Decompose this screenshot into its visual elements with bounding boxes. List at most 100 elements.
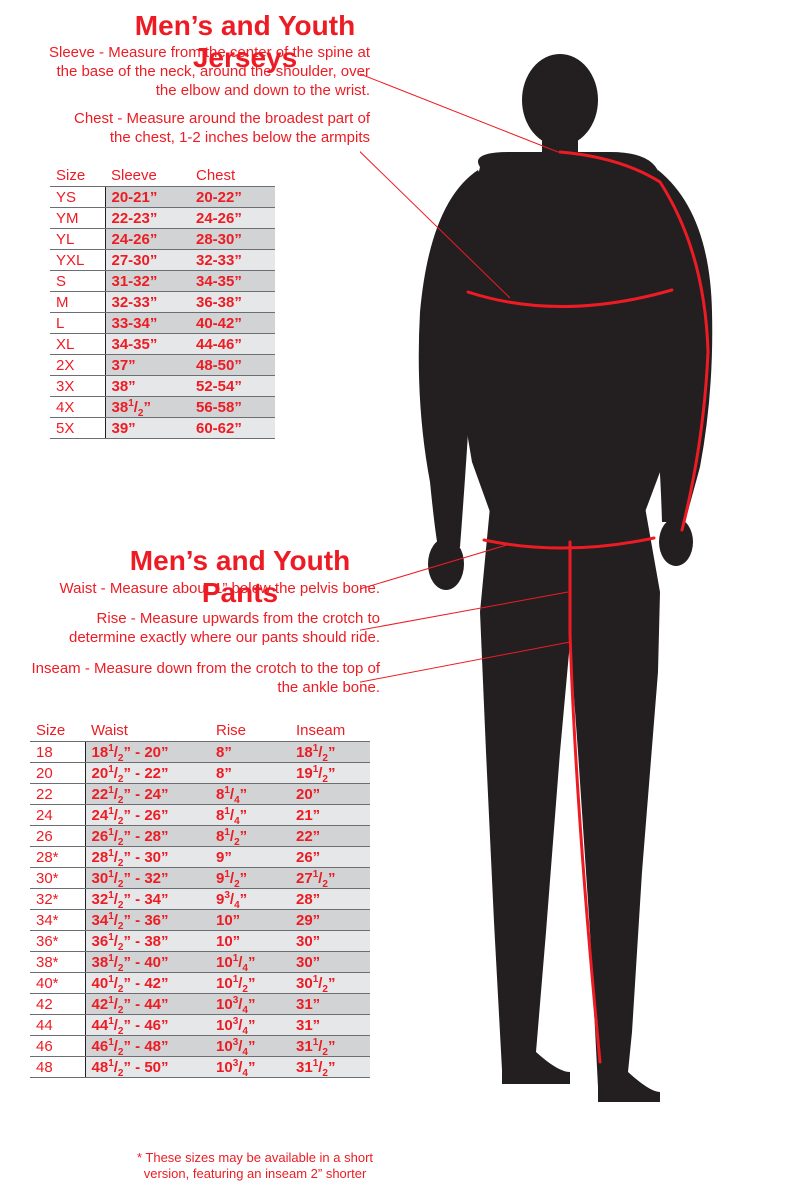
col-header: Chest (190, 165, 275, 187)
value-cell: 441/2” - 46” (85, 1015, 210, 1036)
value-cell: 21” (290, 805, 370, 826)
table-row: 4X381/2”56-58” (50, 397, 275, 418)
table-row: 34*341/2” - 36”10”29” (30, 910, 370, 931)
size-cell: L (50, 313, 105, 334)
value-cell: 321/2” - 34” (85, 889, 210, 910)
table-row: 38*381/2” - 40”101/4”30” (30, 952, 370, 973)
value-cell: 26” (290, 847, 370, 868)
value-cell: 52-54” (190, 376, 275, 397)
col-header: Size (30, 720, 85, 742)
table-row: S31-32”34-35” (50, 271, 275, 292)
value-cell: 201/2” - 22” (85, 763, 210, 784)
value-cell: 101/4” (210, 952, 290, 973)
size-cell: 3X (50, 376, 105, 397)
jerseys-size-table: SizeSleeveChestYS20-21”20-22”YM22-23”24-… (50, 165, 275, 439)
instruction-sleeve: Sleeve - Measure from the center of the … (40, 44, 370, 100)
value-cell: 181/2” - 20” (85, 742, 210, 763)
size-cell: 44 (30, 1015, 85, 1036)
value-cell: 40-42” (190, 313, 275, 334)
table-row: 3X38”52-54” (50, 376, 275, 397)
size-cell: 48 (30, 1057, 85, 1078)
value-cell: 48-50” (190, 355, 275, 376)
value-cell: 10” (210, 931, 290, 952)
value-cell: 421/2” - 44” (85, 994, 210, 1015)
table-row: 32*321/2” - 34”93/4”28” (30, 889, 370, 910)
value-cell: 281/2” - 30” (85, 847, 210, 868)
value-cell: 301/2” - 32” (85, 868, 210, 889)
value-cell: 39” (105, 418, 190, 439)
size-cell: 22 (30, 784, 85, 805)
value-cell: 38” (105, 376, 190, 397)
value-cell: 9” (210, 847, 290, 868)
table-row: 36*361/2” - 38”10”30” (30, 931, 370, 952)
value-cell: 34-35” (190, 271, 275, 292)
value-cell: 93/4” (210, 889, 290, 910)
size-cell: 5X (50, 418, 105, 439)
value-cell: 60-62” (190, 418, 275, 439)
col-header: Waist (85, 720, 210, 742)
jerseys-size-table-container: SizeSleeveChestYS20-21”20-22”YM22-23”24-… (50, 165, 275, 439)
value-cell: 32-33” (105, 292, 190, 313)
value-cell: 28” (290, 889, 370, 910)
table-row: 48481/2” - 50”103/4”311/2” (30, 1057, 370, 1078)
table-row: 5X39”60-62” (50, 418, 275, 439)
value-cell: 311/2” (290, 1057, 370, 1078)
size-cell: M (50, 292, 105, 313)
value-cell: 31-32” (105, 271, 190, 292)
instruction-inseam: Inseam - Measure down from the crotch to… (30, 660, 380, 698)
value-cell: 221/2” - 24” (85, 784, 210, 805)
size-cell: 32* (30, 889, 85, 910)
value-cell: 103/4” (210, 1057, 290, 1078)
value-cell: 261/2” - 28” (85, 826, 210, 847)
value-cell: 56-58” (190, 397, 275, 418)
value-cell: 401/2” - 42” (85, 973, 210, 994)
pants-title: Men’s and Youth Pants (100, 545, 380, 609)
table-row: 20201/2” - 22”8”191/2” (30, 763, 370, 784)
value-cell: 103/4” (210, 1015, 290, 1036)
pants-footnote: * These sizes may be available in a shor… (115, 1150, 395, 1183)
size-cell: 18 (30, 742, 85, 763)
table-row: 2X37”48-50” (50, 355, 275, 376)
size-cell: 24 (30, 805, 85, 826)
table-row: L33-34”40-42” (50, 313, 275, 334)
value-cell: 37” (105, 355, 190, 376)
value-cell: 81/4” (210, 805, 290, 826)
value-cell: 81/2” (210, 826, 290, 847)
size-cell: 38* (30, 952, 85, 973)
table-row: 46461/2” - 48”103/4”311/2” (30, 1036, 370, 1057)
size-cell: 42 (30, 994, 85, 1015)
value-cell: 8” (210, 742, 290, 763)
size-cell: 26 (30, 826, 85, 847)
size-cell: YM (50, 208, 105, 229)
value-cell: 36-38” (190, 292, 275, 313)
value-cell: 8” (210, 763, 290, 784)
value-cell: 24-26” (105, 229, 190, 250)
body-silhouette (360, 52, 780, 1112)
size-chart-page: Men’s and Youth Jerseys Sleeve - Measure… (0, 0, 785, 1200)
size-cell: 46 (30, 1036, 85, 1057)
value-cell: 103/4” (210, 994, 290, 1015)
size-cell: 40* (30, 973, 85, 994)
size-cell: 28* (30, 847, 85, 868)
value-cell: 361/2” - 38” (85, 931, 210, 952)
instruction-waist: Waist - Measure about 1” below the pelvi… (30, 580, 380, 599)
pants-size-table-container: SizeWaistRiseInseam18181/2” - 20”8”181/2… (30, 720, 370, 1078)
value-cell: 33-34” (105, 313, 190, 334)
size-cell: 36* (30, 931, 85, 952)
value-cell: 31” (290, 994, 370, 1015)
table-row: 24241/2” - 26”81/4”21” (30, 805, 370, 826)
value-cell: 91/2” (210, 868, 290, 889)
size-cell: YXL (50, 250, 105, 271)
size-cell: YS (50, 187, 105, 208)
table-row: 40*401/2” - 42”101/2”301/2” (30, 973, 370, 994)
value-cell: 81/4” (210, 784, 290, 805)
value-cell: 28-30” (190, 229, 275, 250)
value-cell: 29” (290, 910, 370, 931)
value-cell: 30” (290, 931, 370, 952)
table-row: 42421/2” - 44”103/4”31” (30, 994, 370, 1015)
size-cell: 2X (50, 355, 105, 376)
instruction-rise: Rise - Measure upwards from the crotch t… (30, 610, 380, 648)
value-cell: 10” (210, 910, 290, 931)
value-cell: 181/2” (290, 742, 370, 763)
size-cell: S (50, 271, 105, 292)
